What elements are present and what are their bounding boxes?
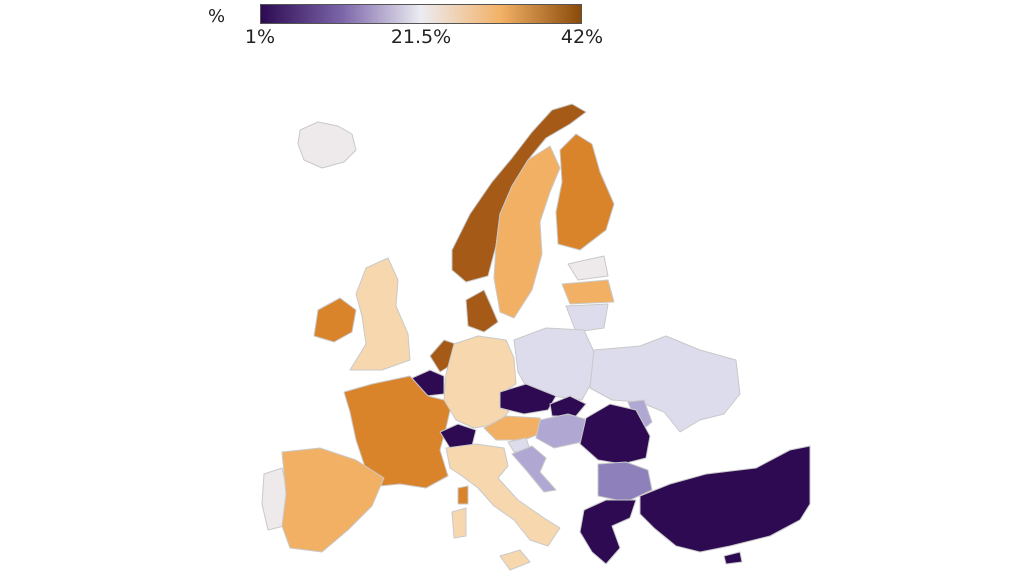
- color-scale-bar: [260, 4, 582, 24]
- legend-tick-mid: 21.5%: [390, 26, 452, 48]
- region-turkey[interactable]: [639, 445, 811, 553]
- region-romania[interactable]: [579, 403, 651, 465]
- region-france[interactable]: [343, 375, 453, 489]
- region-denmark[interactable]: [465, 289, 499, 333]
- region-cyprus[interactable]: [723, 551, 743, 565]
- region-iceland[interactable]: [297, 121, 357, 169]
- region-finland[interactable]: [555, 133, 615, 251]
- region-sweden[interactable]: [493, 145, 561, 319]
- region-greece[interactable]: [579, 499, 637, 565]
- region-corsica[interactable]: [457, 485, 469, 505]
- region-switzerland[interactable]: [439, 423, 477, 449]
- region-poland[interactable]: [513, 327, 595, 401]
- region-estonia[interactable]: [567, 255, 609, 281]
- region-norway[interactable]: [451, 103, 587, 283]
- region-spain[interactable]: [281, 447, 385, 553]
- region-slovakia[interactable]: [549, 395, 587, 417]
- legend-unit-label: %: [208, 6, 226, 27]
- region-ireland[interactable]: [313, 297, 357, 343]
- region-bulgaria[interactable]: [597, 461, 653, 503]
- region-italy[interactable]: [445, 443, 561, 547]
- region-lithuania[interactable]: [565, 303, 609, 333]
- region-ukraine[interactable]: [589, 335, 741, 433]
- region-germany[interactable]: [443, 335, 517, 429]
- region-latvia[interactable]: [561, 279, 615, 305]
- region-uk[interactable]: [349, 257, 411, 371]
- legend-tick-min: 1%: [244, 26, 276, 48]
- region-czechia[interactable]: [499, 383, 557, 415]
- legend-tick-max: 42%: [560, 26, 604, 48]
- region-sardinia[interactable]: [451, 507, 467, 539]
- region-croatia[interactable]: [511, 445, 557, 493]
- region-sicily[interactable]: [499, 549, 531, 571]
